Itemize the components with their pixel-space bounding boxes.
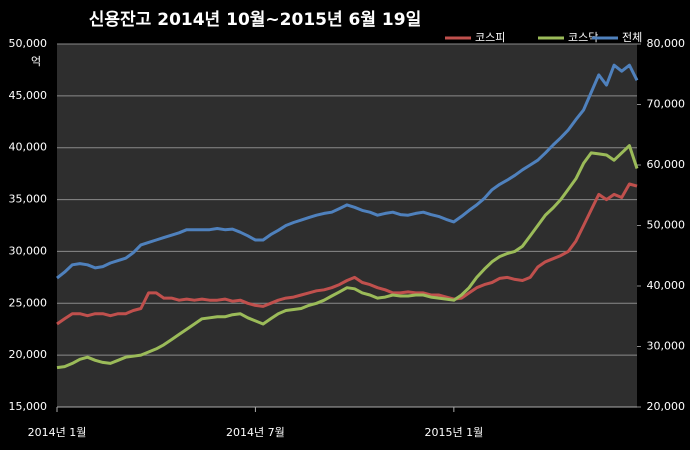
chart-title: 신용잔고 2014년 10월~2015년 6월 19일 [89, 10, 421, 30]
y-tick-label: 45,000 [9, 89, 48, 102]
y-tick-label: 20,000 [9, 348, 48, 361]
series-line [56, 63, 639, 280]
y2-tick-label: 20,000 [647, 400, 686, 413]
y-tick-label: 30,000 [9, 244, 48, 257]
plot-area [57, 44, 637, 407]
y-tick-label: 40,000 [9, 141, 48, 154]
legend-label: 코스피 [475, 31, 505, 44]
y2-tick-label: 70,000 [647, 98, 686, 111]
y2-tick-label: 50,000 [647, 219, 686, 232]
series-line [56, 144, 639, 370]
x-tick-label: 2014년 1월 [28, 426, 87, 439]
y-tick-label: 15,000 [9, 400, 48, 413]
y2-tick-label: 60,000 [647, 158, 686, 171]
y-tick-label: 25,000 [9, 296, 48, 309]
x-tick-label: 2014년 7월 [226, 426, 285, 439]
y-axis-label: 억 [31, 55, 41, 68]
x-tick-label: 2015년 1월 [424, 426, 483, 439]
y-tick-label: 35,000 [9, 193, 48, 206]
legend-label: 코스닥 [568, 31, 598, 44]
y2-tick-label: 30,000 [647, 340, 686, 353]
y-tick-label: 50,000 [9, 37, 48, 50]
y2-tick-label: 40,000 [647, 279, 686, 292]
legend-label: 전체 [622, 31, 642, 44]
y2-tick-label: 80,000 [647, 37, 686, 50]
series-line [56, 182, 638, 326]
